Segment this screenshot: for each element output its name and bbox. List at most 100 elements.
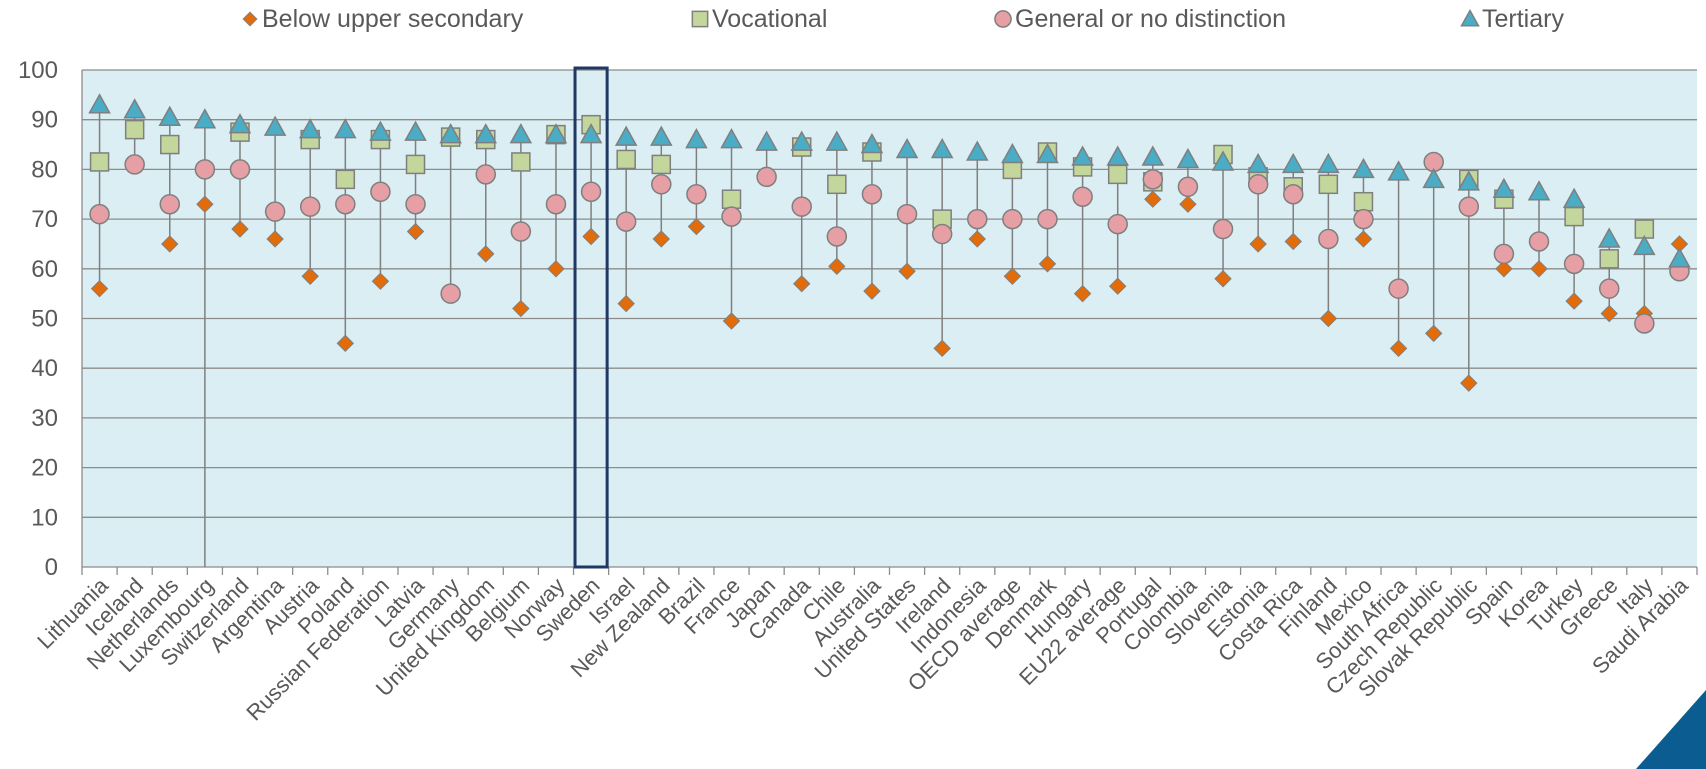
y-tick-label-20: 20 [31, 455, 58, 482]
general-or-no-distinction-point-costa-rica [1283, 184, 1304, 205]
below-upper-secondary-point-russian-federation [371, 272, 390, 290]
y-tick-label-50: 50 [31, 306, 58, 333]
below-upper-secondary-point-oecd-average [1003, 267, 1022, 285]
tertiary-point-mexico [1352, 157, 1375, 179]
tertiary-point-south-africa [1387, 160, 1410, 181]
y-tick-label-30: 30 [31, 405, 58, 432]
general-or-no-distinction-point-sweden [580, 181, 602, 203]
legend-marker-vocational [691, 10, 709, 28]
tertiary-point-norway [544, 123, 568, 144]
series-general-or-no-distinction [89, 151, 1690, 334]
general-or-no-distinction-point-colombia [1177, 176, 1199, 198]
tertiary-point-eu22-average [1106, 145, 1129, 166]
vocational-point-lithuania [89, 152, 110, 172]
legend-marker-general-or-no-distinction [994, 10, 1012, 28]
general-or-no-distinction-point-germany [440, 283, 461, 304]
tertiary-point-united-states [895, 137, 919, 159]
tertiary-point-colombia [1176, 147, 1200, 169]
tertiary-point-denmark [1036, 142, 1059, 164]
y-tick-label-100: 100 [18, 57, 58, 84]
general-or-no-distinction-point-israel [615, 211, 637, 232]
legend-label-below-upper-secondary: Below upper secondary [262, 5, 524, 33]
below-upper-secondary-point-hungary [1073, 284, 1092, 303]
tertiary-point-czech-republic [1422, 167, 1445, 189]
general-or-no-distinction-point-lithuania [89, 203, 110, 225]
tertiary-point-australia [860, 133, 884, 154]
tertiary-point-finland [1317, 152, 1340, 174]
below-upper-secondary-point-finland [1319, 309, 1338, 328]
y-tick-label-40: 40 [31, 355, 58, 382]
vocational-point-iceland [124, 119, 145, 140]
tertiary-point-oecd-average [1001, 142, 1024, 164]
tertiary-point-new-zealand [650, 125, 673, 146]
tertiary-point-austria [298, 118, 322, 139]
general-or-no-distinction-point-ireland [931, 223, 953, 245]
general-or-no-distinction-point-spain [1493, 243, 1515, 265]
y-tick-label-10: 10 [31, 504, 58, 531]
vocational-point-belgium [511, 152, 531, 172]
tertiary-point-korea [1527, 180, 1551, 201]
tertiary-point-turkey [1562, 187, 1586, 208]
below-upper-secondary-point-austria [301, 267, 319, 285]
tertiary-point-poland [334, 118, 357, 139]
below-upper-secondary-point-indonesia [968, 230, 986, 248]
vocational-point-latvia [405, 154, 426, 175]
general-or-no-distinction-point-latvia [405, 193, 426, 215]
tertiary-point-spain [1492, 177, 1516, 199]
y-tick-label-0: 0 [45, 554, 58, 581]
general-or-no-distinction-point-denmark [1037, 208, 1058, 230]
general-or-no-distinction-point-luxembourg [194, 159, 216, 180]
below-upper-secondary-point-new-zealand [652, 230, 671, 248]
legend: Below upper secondary Vocational General o… [242, 5, 1564, 33]
general-or-no-distinction-point-turkey [1563, 253, 1585, 275]
below-upper-secondary-point-eu22-average [1108, 277, 1127, 295]
below-upper-secondary-point-canada [793, 275, 811, 293]
below-upper-secondary-point-colombia [1179, 195, 1197, 213]
series-below-upper-secondary [90, 190, 1689, 392]
tertiary-point-ireland [930, 137, 954, 159]
grid-lines [82, 69, 1697, 518]
below-upper-secondary-point-greece [1600, 304, 1618, 323]
below-upper-secondary-point-poland [336, 334, 355, 353]
general-or-no-distinction-point-netherlands [159, 193, 181, 215]
tertiary-point-sweden [579, 123, 603, 144]
below-upper-secondary-point-netherlands [161, 235, 179, 253]
below-upper-secondary-point-israel [617, 294, 635, 313]
general-or-no-distinction-point-portugal [1142, 169, 1164, 190]
below-upper-secondary-point-luxembourg [196, 195, 214, 213]
general-or-no-distinction-point-norway [545, 193, 567, 215]
corner-decoration [1636, 690, 1706, 769]
general-or-no-distinction-point-oecd-average [1002, 208, 1023, 230]
vocational-point-netherlands [160, 134, 180, 155]
general-or-no-distinction-point-estonia [1247, 174, 1269, 195]
highlight-box [573, 66, 609, 569]
tertiary-point-italy [1633, 234, 1656, 256]
general-or-no-distinction-point-argentina [264, 201, 286, 222]
below-upper-secondary-point-costa-rica [1284, 232, 1302, 251]
markers [88, 93, 1691, 392]
vocational-point-new-zealand [651, 154, 672, 175]
general-or-no-distinction-point-new-zealand [651, 174, 672, 195]
below-upper-secondary-point-czech-republic [1424, 324, 1443, 343]
tertiary-point-argentina [263, 115, 287, 136]
tertiary-point-united-kingdom [474, 123, 498, 144]
below-upper-secondary-point-united-states [898, 262, 916, 280]
general-or-no-distinction-point-france [721, 206, 742, 227]
general-or-no-distinction-point-japan [756, 166, 777, 188]
below-upper-secondary-point-chile [828, 257, 846, 276]
below-upper-secondary-point-belgium [512, 299, 530, 318]
general-or-no-distinction-point-united-kingdom [475, 164, 496, 185]
y-tick-label-80: 80 [31, 156, 58, 183]
vocational-point-chile [827, 174, 847, 195]
below-upper-secondary-point-denmark [1038, 255, 1057, 273]
below-upper-secondary-point-sweden [582, 227, 600, 246]
y-tick-label-60: 60 [31, 256, 58, 283]
general-or-no-distinction-point-hungary [1072, 186, 1093, 207]
tertiary-point-brazil [685, 128, 708, 149]
below-upper-secondary-point-slovenia [1214, 270, 1232, 288]
below-upper-secondary-point-brazil [687, 217, 706, 236]
tertiary-point-japan [755, 130, 778, 151]
legend-item-vocational: Vocational [691, 5, 827, 33]
tertiary-point-russian-federation [369, 120, 392, 141]
below-upper-secondary-point-lithuania [90, 279, 109, 298]
